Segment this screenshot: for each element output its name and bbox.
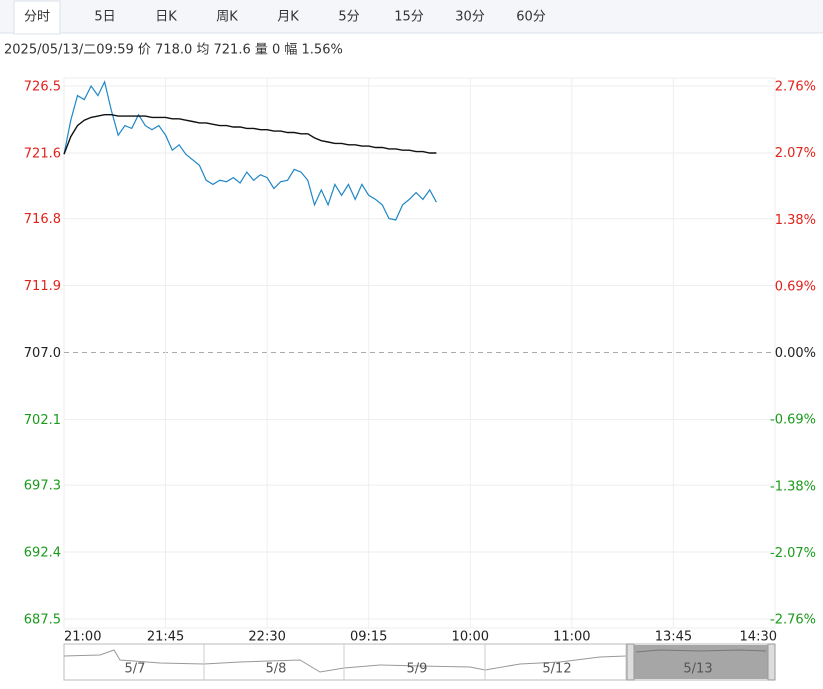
tab[interactable]: 周K (216, 10, 238, 25)
y-tick-label: 692.4 (24, 546, 61, 561)
y2-tick-label: -0.69% (770, 413, 816, 428)
navigator-label: 5/12 (542, 662, 571, 677)
y2-tick-label: 2.76% (775, 80, 816, 95)
tab[interactable]: 5分 (338, 10, 359, 25)
y2-tick-label: 1.38% (775, 213, 816, 228)
tab[interactable]: 30分 (455, 10, 485, 25)
x-tick-label: 09:15 (350, 630, 387, 645)
navigator: 5/7 5/8 5/9 5/12 5/13 (63, 643, 776, 681)
y2-tick-label: 0.00% (775, 346, 816, 361)
x-tick-label: 10:00 (452, 630, 489, 645)
x-tick-label: 22:30 (248, 630, 285, 645)
y-tick-label: 702.1 (24, 413, 61, 428)
navigator-label: 5/9 (407, 662, 428, 677)
x-tick-label: 11:00 (553, 630, 590, 645)
navigator-label: 5/8 (266, 662, 287, 677)
x-tick-label: 14:30 (740, 630, 777, 645)
x-tick-label: 13:45 (655, 630, 692, 645)
navigator-handle[interactable] (767, 643, 776, 681)
y-tick-label: 726.5 (24, 80, 61, 95)
navigator-selection-line (635, 649, 767, 653)
info-line: 2025/05/13/二09:59 价 718.0 均 721.6 量 0 幅 … (4, 43, 343, 58)
y-tick-label: 687.5 (24, 613, 61, 628)
tab[interactable]: 月K (277, 10, 299, 25)
tab[interactable]: 日K (155, 10, 177, 25)
x-tick-label: 21:00 (64, 630, 101, 645)
tab[interactable]: 15分 (394, 10, 424, 25)
navigator-sparkline (63, 649, 627, 673)
navigator-handle[interactable] (626, 643, 635, 681)
series-line (63, 80, 437, 221)
tab[interactable]: 60分 (516, 10, 546, 25)
x-tick-label: 21:45 (147, 630, 184, 645)
y2-tick-label: 0.69% (775, 279, 816, 294)
tab[interactable]: 分时 (24, 10, 50, 25)
tab-bar (0, 0, 823, 33)
y-tick-label: 721.6 (24, 146, 61, 161)
y-tick-label: 707.0 (24, 346, 61, 361)
navigator-label: 5/7 (125, 662, 146, 677)
y2-tick-label: 2.07% (775, 146, 816, 161)
tab-selected-bg (13, 0, 61, 35)
series-line (63, 114, 437, 155)
y2-tick-label: -2.07% (770, 546, 816, 561)
tab[interactable]: 5日 (94, 10, 115, 25)
y2-tick-label: -2.76% (770, 613, 816, 628)
y-tick-label: 711.9 (24, 279, 61, 294)
navigator-label: 5/13 (683, 662, 712, 677)
y2-tick-label: -1.38% (770, 479, 816, 494)
y-tick-label: 697.3 (24, 479, 61, 494)
y-tick-label: 716.8 (24, 212, 61, 227)
